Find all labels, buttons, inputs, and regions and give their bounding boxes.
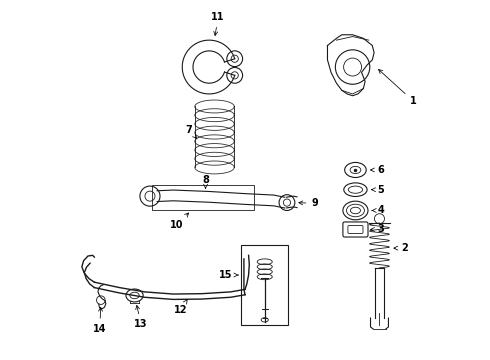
Bar	[152, 185, 254, 211]
Text: 5: 5	[371, 185, 385, 195]
Text: 8: 8	[202, 175, 209, 188]
Text: 15: 15	[219, 270, 238, 280]
Text: 7: 7	[185, 125, 197, 138]
Text: 6: 6	[370, 165, 385, 175]
Text: 12: 12	[173, 300, 187, 315]
Text: 1: 1	[379, 69, 416, 106]
Text: 2: 2	[394, 243, 408, 253]
Text: 10: 10	[170, 213, 189, 230]
Text: 4: 4	[372, 206, 385, 216]
Text: 9: 9	[299, 198, 318, 208]
Text: 11: 11	[211, 12, 225, 36]
Text: 14: 14	[93, 307, 106, 334]
Bar	[242, 244, 288, 325]
Text: 3: 3	[370, 225, 385, 234]
Text: 13: 13	[134, 306, 148, 329]
